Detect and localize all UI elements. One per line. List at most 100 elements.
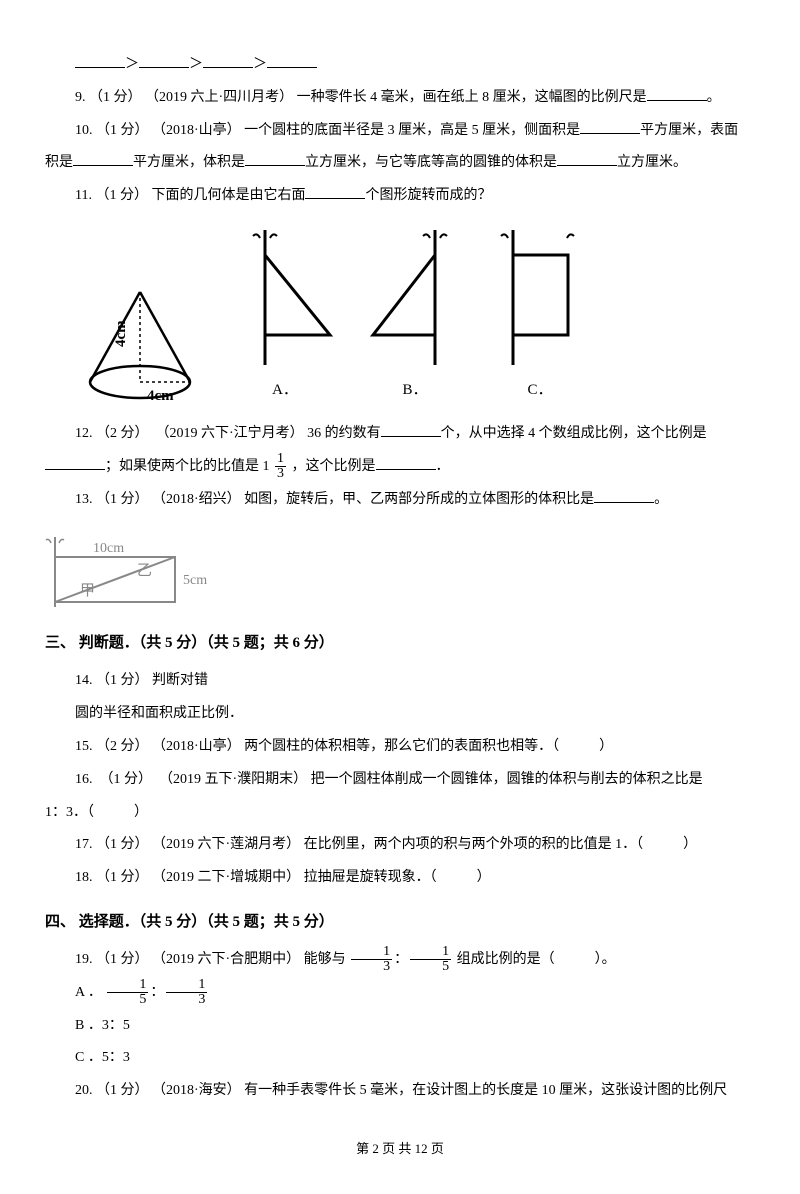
blank (594, 489, 654, 503)
q-num: 9. (75, 90, 86, 105)
den: 3 (275, 467, 286, 481)
q-pts: （1 分） (89, 90, 142, 105)
triangle-a-svg (235, 230, 335, 370)
q-src: （2019 六下·江宁月考） (156, 426, 304, 441)
q-num: 18. (75, 870, 93, 885)
svg-text:乙: 乙 (137, 563, 152, 579)
blank (203, 54, 253, 68)
q-src: （2019 六上·四川月考） (145, 90, 293, 105)
q-text: 判断对错 (152, 673, 208, 688)
q-pts: （1 分） (96, 870, 149, 885)
top-sequence: ＞＞＞ (45, 50, 755, 81)
triangle-b-svg (365, 230, 465, 370)
unit: 立方厘米。 (617, 155, 687, 170)
q13-svg: 10cm 5cm 甲 乙 (45, 529, 230, 609)
q-num: 11. (75, 188, 92, 203)
q19-opt-c: C ．5：3 (45, 1043, 755, 1074)
q13: 13. （1 分） （2018·绍兴） 如图，旋转后，甲、乙两部分所成的立体图形… (45, 485, 755, 516)
q-text: 把一个圆柱体削成一个圆锥体，圆锥的体积与削去的体积之比是 (311, 772, 703, 787)
unit: 立方厘米，与它等底等高的圆锥的体积是 (305, 155, 557, 170)
opt-label: C． (495, 374, 585, 407)
q-pts: （1 分） (96, 952, 149, 967)
q-text: ，这个比例是 (292, 459, 376, 474)
svg-text:5cm: 5cm (183, 573, 207, 588)
q16-line1: 16. （1 分） （2019 五下·濮阳期末） 把一个圆柱体削成一个圆锥体，圆… (45, 765, 755, 796)
num: 1 (166, 978, 207, 993)
q-text: ；如果使两个比的比值是 1 (105, 459, 270, 474)
section-3-title: 三、 判断题．（共 5 分）（共 5 题；共 6 分） (45, 627, 755, 660)
q14-line2: 圆的半径和面积成正比例． (45, 699, 755, 730)
period: ． (436, 459, 450, 474)
q9: 9. （1 分） （2019 六上·四川月考） 一种零件长 4 毫米，画在纸上 … (45, 83, 755, 114)
colon: ： (394, 952, 408, 967)
unit: 平方厘米，体积是 (133, 155, 245, 170)
blank (647, 87, 707, 101)
den: 3 (351, 960, 392, 974)
blank (45, 456, 105, 470)
den: 5 (410, 960, 451, 974)
gt: ＞ (253, 57, 267, 72)
q-text: 两个圆柱的体积相等，那么它们的表面积也相等．（ (244, 739, 559, 754)
colon: ： (150, 985, 164, 1000)
q17: 17. （1 分） （2019 六下·莲湖月考） 在比例里，两个内项的积与两个外… (45, 830, 755, 861)
q20: 20. （1 分） （2018·海安） 有一种手表零件长 5 毫米，在设计图上的… (45, 1076, 755, 1107)
period: 。 (654, 492, 668, 507)
q-text: 能够与 (304, 952, 350, 967)
q-text: 拉抽屉是旋转现象．（ (304, 870, 437, 885)
paren-close: ） (683, 837, 697, 852)
q13-diagram: 10cm 5cm 甲 乙 (45, 529, 755, 609)
rect-c-svg (495, 230, 585, 370)
q-text: 积是 (45, 155, 73, 170)
q-text: 36 的约数有 (307, 426, 381, 441)
page-footer: 第 2 页 共 12 页 (45, 1135, 755, 1164)
q-text: 一种零件长 4 毫米，画在纸上 8 厘米，这幅图的比例尺是 (297, 90, 647, 105)
q11: 11. （1 分） 下面的几何体是由它右面个图形旋转而成的？ (45, 181, 755, 212)
blank (381, 423, 441, 437)
opt-label: A ． (75, 985, 102, 1000)
q-src: （2018·绍兴） (152, 492, 241, 507)
fraction: 13 (351, 945, 392, 974)
q19: 19. （1 分） （2019 六下·合肥期中） 能够与 13：15 组成比例的… (45, 945, 755, 976)
q-num: 20. (75, 1083, 93, 1098)
q10-line1: 10. （1 分） （2018·山亭） 一个圆柱的底面半径是 3 厘米，高是 5… (45, 116, 755, 147)
blank (75, 54, 125, 68)
den: 3 (166, 993, 207, 1007)
q-pts: （1 分） (96, 1083, 149, 1098)
q-src: （2018·山亭） (152, 123, 241, 138)
q-text: 有一种手表零件长 5 毫米，在设计图上的长度是 10 厘米，这张设计图的比例尺 (244, 1083, 727, 1098)
q-num: 14. (75, 673, 93, 688)
q12-line1: 12. （2 分） （2019 六下·江宁月考） 36 的约数有个，从中选择 4… (45, 419, 755, 450)
blank (376, 456, 436, 470)
q-pts: （1 分） (96, 123, 149, 138)
cone-svg: 4cm 4cm (75, 277, 205, 407)
opt-label: B． (365, 374, 465, 407)
fraction: 13 (275, 452, 286, 481)
q-src: （2019 六下·合肥期中） (152, 952, 300, 967)
q-num: 10. (75, 123, 93, 138)
q-text: 一个圆柱的底面半径是 3 厘米，高是 5 厘米，侧面积是 (244, 123, 580, 138)
paren-close: ） (134, 805, 148, 820)
q-pts: （1 分） (96, 837, 149, 852)
q12-line2: ；如果使两个比的比值是 1 13 ，这个比例是 ． (45, 452, 755, 483)
svg-text:甲: 甲 (80, 583, 95, 599)
q-src: （2019 六下·莲湖月考） (152, 837, 300, 852)
q11-figures: 4cm 4cm A． B． C． (75, 230, 755, 407)
opt-b-figure: B． (365, 230, 465, 407)
unit: 平方厘米，表面 (640, 123, 738, 138)
q19-opt-b: B ．3：5 (45, 1011, 755, 1042)
paren-close: ） (477, 870, 491, 885)
q-pts: （1 分） (96, 673, 149, 688)
cone-figure: 4cm 4cm (75, 277, 205, 407)
gt: ＞ (125, 57, 139, 72)
blank (267, 54, 317, 68)
blank (580, 120, 640, 134)
q-text: 下面的几何体是由它右面 (151, 188, 305, 203)
section-4-title: 四、 选择题．（共 5 分）（共 5 题；共 5 分） (45, 906, 755, 939)
q-text: 圆的半径和面积成正比例． (75, 706, 243, 721)
q-src: （2019 二下·增城期中） (152, 870, 300, 885)
blank (305, 185, 365, 199)
blank (73, 152, 133, 166)
q10-line2: 积是 平方厘米，体积是 立方厘米，与它等底等高的圆锥的体积是 立方厘米。 (45, 148, 755, 179)
num: 1 (351, 945, 392, 960)
q-pts: （2 分） (96, 426, 149, 441)
